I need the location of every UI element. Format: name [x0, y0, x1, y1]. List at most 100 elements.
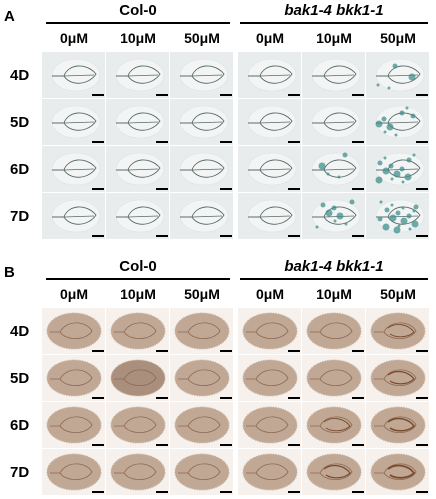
cotyledon-image — [302, 355, 365, 401]
concentration-label: 10μM — [316, 30, 352, 46]
cotyledon-image — [238, 402, 301, 448]
cotyledon-image — [106, 52, 169, 98]
cotyledon-image — [106, 146, 169, 192]
day-label: 4D — [10, 67, 30, 84]
group-label-col0: Col-0 — [119, 258, 157, 275]
scale-bar — [220, 491, 232, 493]
concentration-label: 50μM — [380, 30, 416, 46]
cotyledon-image — [238, 146, 301, 192]
cotyledon-image — [170, 52, 233, 98]
concentration-label: 10μM — [120, 286, 156, 302]
scale-bar — [220, 397, 232, 399]
cotyledon-image — [238, 193, 301, 239]
day-label: 6D — [10, 161, 30, 178]
group-underline — [240, 22, 428, 24]
cotyledon-image — [42, 308, 105, 354]
concentration-label: 50μM — [380, 286, 416, 302]
cotyledon-image — [170, 402, 233, 448]
scale-bar — [416, 188, 428, 190]
scale-bar — [288, 235, 300, 237]
cotyledon-image — [302, 146, 365, 192]
scale-bar — [416, 491, 428, 493]
scale-bar — [352, 444, 364, 446]
scale-bar — [416, 235, 428, 237]
cotyledon-image — [170, 193, 233, 239]
day-label: 7D — [10, 208, 30, 225]
scale-bar — [288, 491, 300, 493]
scale-bar — [416, 350, 428, 352]
cotyledon-image — [42, 99, 105, 145]
panel-letter: B — [4, 264, 15, 281]
cotyledon-image — [170, 308, 233, 354]
group-label-mutant: bak1-4 bkk1-1 — [284, 2, 384, 19]
cotyledon-image — [238, 308, 301, 354]
cotyledon-image — [106, 99, 169, 145]
concentration-label: 0μM — [255, 30, 284, 46]
scale-bar — [156, 491, 168, 493]
panel-letter: A — [4, 8, 15, 25]
scale-bar — [156, 94, 168, 96]
cotyledon-image — [302, 193, 365, 239]
scale-bar — [352, 188, 364, 190]
cotyledon-image — [366, 308, 429, 354]
concentration-label: 0μM — [255, 286, 284, 302]
day-label: 5D — [10, 370, 30, 387]
cotyledon-image — [42, 193, 105, 239]
cotyledon-image — [238, 449, 301, 495]
cotyledon-image — [302, 99, 365, 145]
scale-bar — [156, 350, 168, 352]
scale-bar — [416, 141, 428, 143]
day-label: 7D — [10, 464, 30, 481]
cotyledon-image — [42, 146, 105, 192]
scale-bar — [288, 350, 300, 352]
scale-bar — [92, 444, 104, 446]
cotyledon-image — [366, 193, 429, 239]
day-label: 5D — [10, 114, 30, 131]
cotyledon-image — [302, 308, 365, 354]
group-underline — [240, 278, 428, 280]
scale-bar — [220, 444, 232, 446]
cotyledon-image — [170, 449, 233, 495]
scale-bar — [156, 141, 168, 143]
cotyledon-image — [302, 449, 365, 495]
cotyledon-image — [366, 52, 429, 98]
scale-bar — [156, 397, 168, 399]
concentration-label: 50μM — [184, 286, 220, 302]
scale-bar — [156, 188, 168, 190]
scale-bar — [352, 491, 364, 493]
scale-bar — [352, 141, 364, 143]
scale-bar — [352, 94, 364, 96]
group-label-mutant: bak1-4 bkk1-1 — [284, 258, 384, 275]
scale-bar — [156, 235, 168, 237]
cotyledon-image — [366, 99, 429, 145]
concentration-label: 10μM — [316, 286, 352, 302]
cotyledon-image — [366, 355, 429, 401]
group-label-col0: Col-0 — [119, 2, 157, 19]
cotyledon-image — [366, 146, 429, 192]
cotyledon-image — [238, 52, 301, 98]
cotyledon-image — [42, 449, 105, 495]
group-underline — [46, 22, 230, 24]
scale-bar — [220, 188, 232, 190]
cotyledon-image — [366, 402, 429, 448]
scale-bar — [288, 141, 300, 143]
scale-bar — [92, 141, 104, 143]
concentration-label: 0μM — [59, 286, 88, 302]
scale-bar — [220, 350, 232, 352]
concentration-label: 10μM — [120, 30, 156, 46]
cotyledon-image — [106, 193, 169, 239]
cotyledon-image — [106, 308, 169, 354]
day-label: 6D — [10, 417, 30, 434]
cotyledon-image — [170, 146, 233, 192]
scale-bar — [288, 94, 300, 96]
cotyledon-image — [42, 402, 105, 448]
cotyledon-image — [170, 99, 233, 145]
scale-bar — [288, 397, 300, 399]
cotyledon-image — [170, 355, 233, 401]
cotyledon-image — [42, 52, 105, 98]
cotyledon-image — [302, 52, 365, 98]
scale-bar — [288, 444, 300, 446]
scale-bar — [416, 444, 428, 446]
scale-bar — [92, 188, 104, 190]
group-underline — [46, 278, 230, 280]
